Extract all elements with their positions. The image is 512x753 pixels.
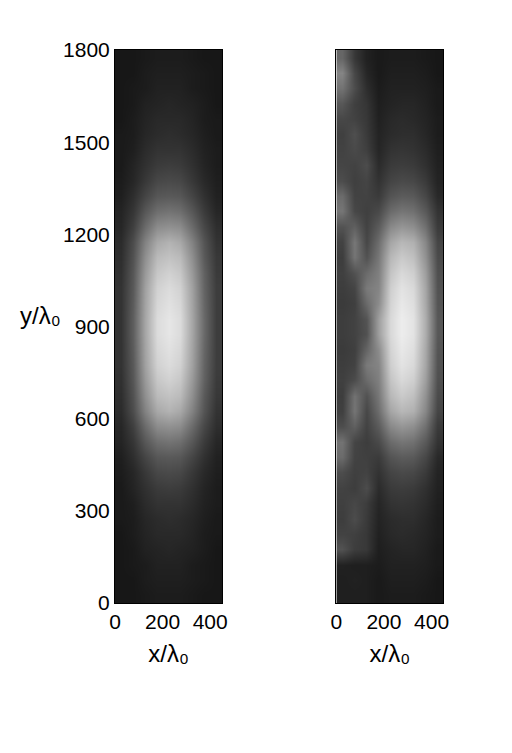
- svg-text:0: 0: [98, 591, 110, 614]
- svg-text:200: 200: [145, 610, 180, 633]
- svg-text:300: 300: [75, 499, 110, 522]
- svg-text:200: 200: [366, 610, 401, 633]
- svg-text:x/λ₀: x/λ₀: [370, 640, 411, 667]
- svg-text:1800: 1800: [63, 38, 110, 61]
- svg-text:1500: 1500: [63, 131, 110, 154]
- svg-text:1200: 1200: [63, 223, 110, 246]
- svg-text:x/λ₀: x/λ₀: [148, 640, 189, 667]
- svg-text:400: 400: [414, 610, 449, 633]
- svg-text:600: 600: [75, 407, 110, 430]
- svg-text:400: 400: [193, 610, 228, 633]
- svg-text:y/λ₀: y/λ₀: [20, 302, 61, 329]
- svg-text:0: 0: [109, 610, 121, 633]
- svg-text:0: 0: [330, 610, 342, 633]
- svg-text:900: 900: [75, 315, 110, 338]
